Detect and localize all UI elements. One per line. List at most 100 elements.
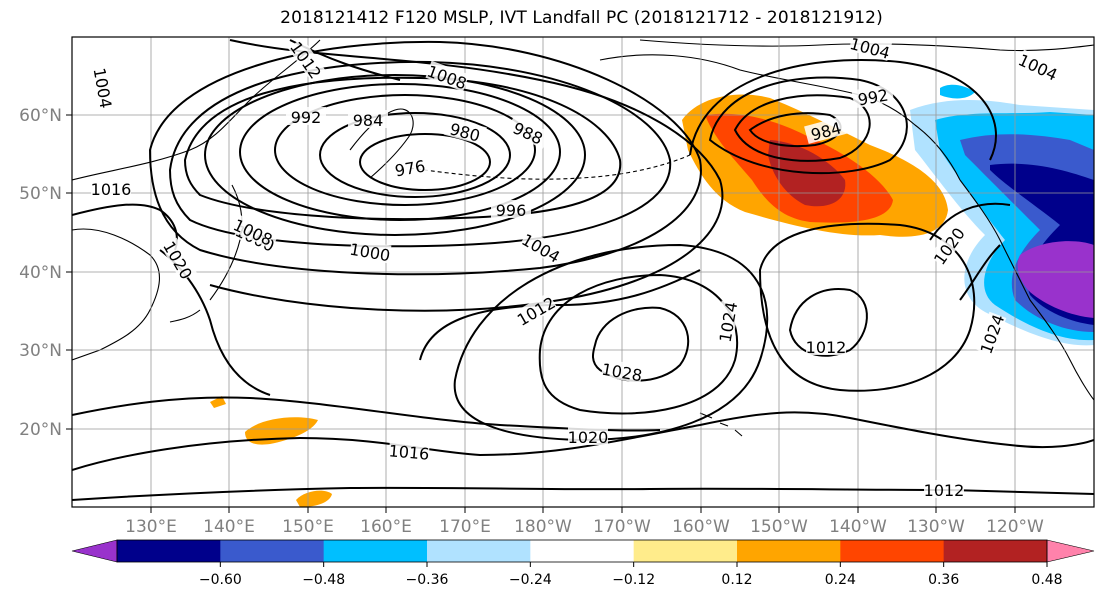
lat-ticks: 60°N 50°N 40°N 30°N 20°N bbox=[19, 106, 72, 440]
isobar-label-bg bbox=[600, 358, 644, 384]
colorbar-tick-label: 0.48 bbox=[1031, 572, 1062, 588]
isobar-label-bg bbox=[513, 292, 558, 328]
isobar-label-bg bbox=[804, 116, 848, 144]
lon-tick-label: 130°E bbox=[125, 517, 177, 537]
isobar-1016-west bbox=[72, 203, 178, 251]
isobar-ak-low-988 bbox=[733, 94, 871, 162]
isobar-label-group: 1020 bbox=[568, 427, 609, 447]
aleutian-arc bbox=[409, 154, 691, 180]
isobar-label-group: 1012 bbox=[924, 480, 964, 500]
lon-tick-label: 140°E bbox=[203, 517, 255, 537]
isobar-label-group: 1012 bbox=[806, 337, 846, 357]
isobar-label: 1004 bbox=[90, 66, 116, 109]
colorbar-outline bbox=[116, 539, 1048, 563]
isobar-label-group: 1016 bbox=[388, 440, 430, 464]
ivt-positive-region bbox=[296, 490, 332, 507]
isobar-label-bg bbox=[491, 200, 531, 218]
lon-tick-label: 160°E bbox=[360, 517, 412, 537]
isobar-992 bbox=[204, 74, 586, 236]
lon-tick-label: 120°W bbox=[986, 517, 1044, 537]
isobar-label: 1000 bbox=[348, 240, 391, 266]
isobar-label-group: 1016 bbox=[91, 179, 132, 199]
isobar-976 bbox=[359, 133, 491, 191]
colorbar-tick-label: −0.36 bbox=[406, 572, 449, 588]
lon-tick-label: 140°W bbox=[829, 517, 887, 537]
colorbar-segment bbox=[840, 540, 945, 562]
chart-title: 2018121412 F120 MSLP, IVT Landfall PC (2… bbox=[280, 8, 883, 28]
ivt-negative-region bbox=[1017, 241, 1094, 318]
isobar-label-bg bbox=[714, 300, 740, 344]
ivt-negative-region bbox=[940, 84, 975, 99]
lon-tick-label: 130°W bbox=[907, 517, 965, 537]
colorbar-tick-label: −0.24 bbox=[509, 572, 552, 588]
colorbar-segment bbox=[220, 540, 325, 562]
isobar-1024-east bbox=[758, 222, 976, 392]
isobar-980 bbox=[319, 112, 511, 198]
north-america-coastline bbox=[959, 179, 1094, 401]
isobar-label-bg bbox=[388, 154, 432, 180]
colorbar-segment bbox=[530, 540, 635, 562]
isobar-label-group: 1004 bbox=[90, 66, 117, 110]
asia-coastline bbox=[72, 228, 161, 361]
lat-tick-label: 50°N bbox=[19, 184, 62, 204]
colorbar-extend-max bbox=[1046, 539, 1095, 563]
isobar-label-bg bbox=[806, 337, 846, 355]
colorbar-segment bbox=[427, 540, 531, 562]
lat-tick-label: 30°N bbox=[19, 341, 62, 361]
isobar-label-group: 976 bbox=[388, 154, 432, 181]
isobar-label: 1004 bbox=[848, 34, 892, 63]
ivt-positive-region bbox=[245, 417, 318, 445]
lat-tick-label: 60°N bbox=[19, 106, 62, 126]
isobar-label-bg bbox=[348, 110, 388, 128]
lon-tick-label: 180°W bbox=[514, 517, 572, 537]
isobar-ak-low-1000 bbox=[689, 59, 997, 161]
isobar-label-bg bbox=[568, 427, 608, 445]
isobar-988 bbox=[239, 83, 561, 221]
colorbar-tick-label: −0.48 bbox=[302, 572, 345, 588]
colorbar-segment bbox=[117, 540, 221, 562]
isobar-label-bg bbox=[924, 480, 964, 498]
isobar-label-group: 992 bbox=[286, 107, 326, 127]
colorbar-segment bbox=[737, 540, 841, 562]
isobar-label: 992 bbox=[291, 108, 322, 127]
isobar-label-bg bbox=[161, 237, 197, 282]
isobar-1020 bbox=[453, 243, 769, 442]
isobar-1004 bbox=[148, 40, 702, 276]
hawaii-islands bbox=[699, 412, 743, 437]
isobar-label: 1012 bbox=[286, 38, 325, 82]
isobar-label-bg bbox=[91, 66, 117, 110]
lon-tick-label: 160°W bbox=[672, 517, 730, 537]
isobar-label-bg bbox=[851, 83, 895, 109]
isobar-label-group: 996 bbox=[491, 200, 531, 220]
isobar-high-1028 bbox=[592, 306, 690, 382]
isobar-label: 996 bbox=[496, 201, 527, 220]
isobar-1000 bbox=[168, 60, 672, 248]
colorbar-extend-min bbox=[71, 539, 118, 563]
isobar-996 bbox=[183, 76, 622, 221]
isobar-label-group: 1028 bbox=[600, 358, 644, 386]
isobar-label-group: 1012 bbox=[513, 292, 559, 330]
isobar-label: 1012 bbox=[514, 293, 559, 330]
isobar-1020-east bbox=[929, 202, 1011, 241]
isobar-label-bg bbox=[287, 37, 326, 81]
isobar-1008 bbox=[209, 39, 724, 312]
isobar-label: 1016 bbox=[388, 441, 430, 463]
isobar-label: 984 bbox=[353, 111, 384, 130]
ivt-shading bbox=[210, 84, 1094, 507]
isobar-label: 1028 bbox=[600, 360, 643, 386]
lon-tick-label: 170°E bbox=[439, 517, 491, 537]
isobar-label-bg bbox=[388, 440, 430, 462]
isobar-label: 1016 bbox=[91, 180, 132, 199]
isobar-1012-south bbox=[72, 486, 1094, 501]
colorbar-tick-label: −0.60 bbox=[199, 572, 242, 588]
isobar-1020-south bbox=[72, 396, 661, 432]
asia-coastline bbox=[72, 39, 321, 181]
isobar-label: 1020 bbox=[568, 428, 609, 447]
isobar-label-bg bbox=[231, 214, 276, 248]
isobar-label-bg bbox=[286, 107, 326, 125]
isobar-1016-south bbox=[72, 411, 1094, 471]
isobar-1024-ne bbox=[959, 244, 1001, 301]
colorbar-segment bbox=[943, 540, 1048, 562]
